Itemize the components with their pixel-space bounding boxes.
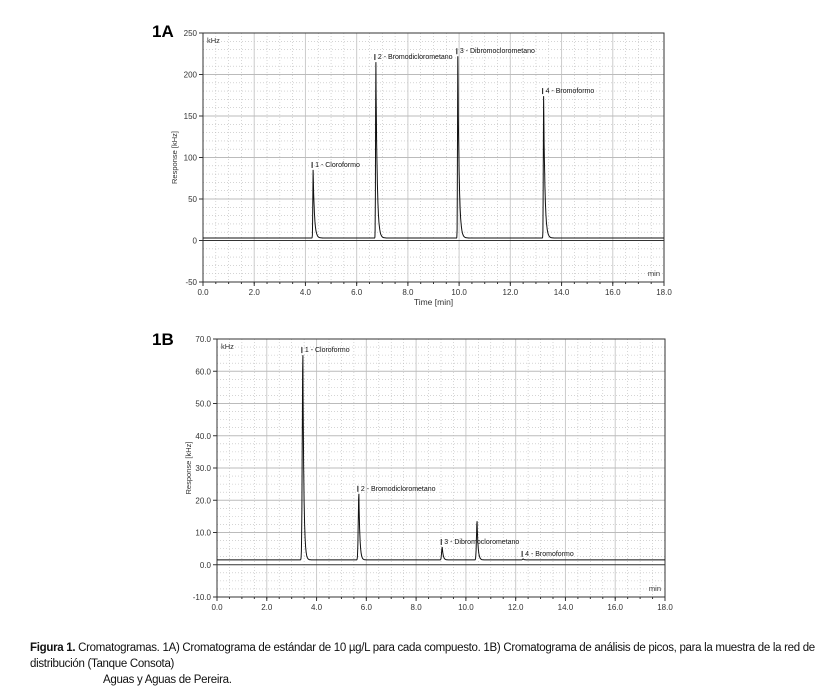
peak-label: 2 - Bromodiclorometano (378, 54, 453, 61)
peak-label: 4 - Bromoformo (546, 88, 595, 95)
chromatogram-trace (203, 56, 664, 239)
x-tick-label: 2.0 (249, 288, 261, 297)
y-tick-label: 70.0 (195, 335, 211, 344)
y-axis-label: Response [kHz] (170, 131, 179, 184)
y-tick-label: 200 (184, 71, 198, 80)
x-unit-label: min (648, 269, 660, 278)
x-tick-label: 6.0 (351, 288, 363, 297)
y-tick-label: 50.0 (195, 400, 211, 409)
x-axis-label: Time [min] (414, 297, 453, 307)
panel-label: 1B (152, 330, 174, 349)
caption-text-line2: Aguas y Aguas de Pereira. (103, 674, 232, 686)
x-unit-label: min (649, 584, 661, 593)
y-tick-label: 250 (184, 29, 198, 38)
y-tick-label: 150 (184, 112, 198, 121)
x-tick-label: 16.0 (607, 603, 623, 612)
x-tick-label: 16.0 (605, 288, 621, 297)
y-tick-label: -10.0 (193, 593, 212, 602)
caption-text: Cromatogramas. 1A) Cromatograma de están… (30, 642, 815, 670)
peak-label: 3 - Dibromoclorometano (460, 48, 535, 55)
x-tick-label: 6.0 (361, 603, 373, 612)
x-tick-label: 8.0 (411, 603, 423, 612)
x-tick-label: 4.0 (311, 603, 323, 612)
y-tick-label: 40.0 (195, 432, 211, 441)
unit-label: kHz (221, 342, 234, 351)
y-tick-label: 100 (184, 154, 198, 163)
y-tick-label: 0 (193, 237, 198, 246)
peak-label: 1 - Cloroformo (305, 347, 350, 354)
y-tick-label: 20.0 (195, 496, 211, 505)
figure-caption: Figura 1. Cromatogramas. 1A) Cromatogram… (30, 640, 820, 688)
chromatogram-trace (217, 355, 665, 561)
y-axis-label: Response [kHz] (184, 442, 193, 495)
x-tick-label: 8.0 (402, 288, 414, 297)
x-tick-label: 10.0 (451, 288, 467, 297)
y-tick-label: 0.0 (200, 561, 212, 570)
plot-frame (216, 338, 666, 598)
x-tick-label: 4.0 (300, 288, 312, 297)
y-tick-label: 10.0 (195, 529, 211, 538)
peak-label: 2 - Bromodiclorometano (361, 486, 436, 493)
x-tick-label: 14.0 (558, 603, 574, 612)
x-tick-label: 12.0 (508, 603, 524, 612)
y-tick-label: 30.0 (195, 464, 211, 473)
peak-label: 3 - Dibromoclorometano (444, 539, 519, 546)
x-tick-label: 12.0 (503, 288, 519, 297)
y-tick-label: 50 (188, 195, 197, 204)
x-tick-label: 18.0 (656, 288, 672, 297)
y-tick-label: 60.0 (195, 367, 211, 376)
chromatogram-figure: 1A 0.0 2.0 4.0 6.0 8.0 10.0 12.0 14.0 16.0 18.0 -50… (152, 22, 673, 612)
plot-frame (202, 32, 665, 283)
x-tick-label: 2.0 (261, 603, 273, 612)
x-tick-label: 0.0 (197, 288, 209, 297)
x-tick-label: 18.0 (657, 603, 673, 612)
peak-label: 1 - Cloroformo (315, 162, 360, 169)
x-tick-label: 10.0 (458, 603, 474, 612)
caption-lead: Figura 1. (30, 642, 76, 654)
x-tick-label: 0.0 (211, 603, 223, 612)
peak-label: 4 - Bromoformo (525, 551, 574, 558)
y-tick-label: -50 (185, 278, 197, 287)
unit-label: kHz (207, 36, 220, 45)
panel-label: 1A (152, 22, 174, 41)
x-tick-label: 14.0 (554, 288, 570, 297)
